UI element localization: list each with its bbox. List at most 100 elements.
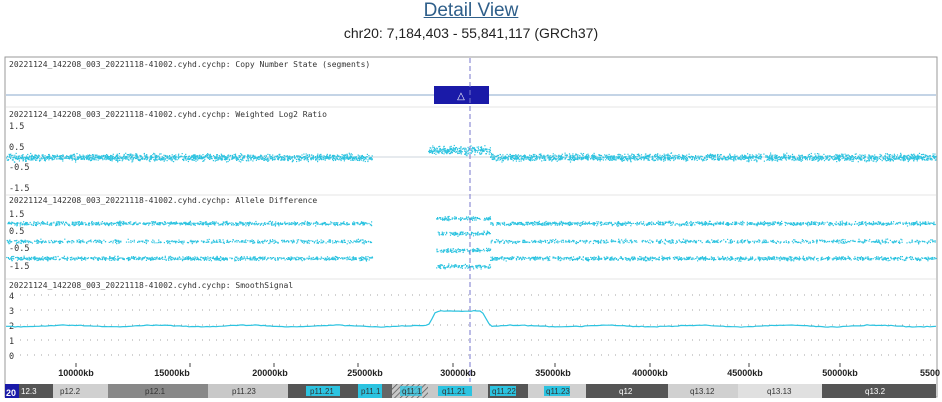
signal-point (860, 158, 862, 161)
signal-point (864, 154, 866, 156)
signal-point (465, 152, 467, 154)
signal-point (845, 159, 847, 161)
signal-point (55, 222, 57, 224)
signal-point (357, 221, 359, 224)
signal-point (231, 154, 233, 157)
signal-point (432, 147, 434, 149)
signal-point (77, 240, 79, 242)
signal-point (246, 222, 248, 224)
signal-point (702, 158, 704, 160)
signal-point (8, 156, 10, 158)
signal-point (50, 157, 52, 159)
signal-point (918, 157, 920, 159)
signal-point (198, 154, 201, 156)
signal-point (277, 242, 279, 244)
signal-point (180, 155, 182, 157)
signal-point (731, 156, 733, 159)
signal-point (88, 240, 90, 242)
signal-point (700, 158, 703, 160)
signal-point (219, 239, 221, 241)
signal-point (539, 157, 541, 159)
signal-point (291, 256, 293, 259)
signal-point (882, 158, 884, 160)
signal-point (94, 156, 96, 158)
signal-point (832, 158, 834, 160)
signal-point (490, 156, 492, 158)
signal-point (122, 159, 124, 161)
signal-point (6, 240, 8, 242)
signal-point (481, 147, 483, 149)
signal-point (258, 242, 260, 244)
signal-point (243, 241, 245, 243)
signal-point (154, 153, 156, 155)
signal-point (156, 223, 158, 225)
signal-point (306, 157, 308, 159)
signal-point (724, 157, 726, 159)
signal-point (850, 158, 852, 160)
signal-point (244, 222, 246, 224)
signal-point (67, 241, 69, 243)
signal-point (681, 154, 684, 156)
signal-point (825, 156, 827, 158)
detail-view-title[interactable]: Detail View (423, 0, 519, 21)
signal-point (488, 153, 490, 155)
signal-point (37, 257, 39, 259)
signal-point (55, 158, 57, 160)
signal-point (233, 224, 235, 226)
signal-point (794, 159, 796, 161)
signal-point (510, 158, 512, 160)
signal-point (305, 157, 307, 159)
signal-point (801, 158, 804, 160)
signal-point (284, 155, 286, 157)
signal-point (869, 156, 871, 158)
signal-point (808, 156, 810, 158)
copy-number-gain-segment[interactable] (434, 86, 489, 104)
signal-point (489, 150, 491, 152)
signal-point (476, 150, 478, 152)
signal-point (929, 158, 931, 160)
signal-point (24, 156, 26, 158)
signal-point (542, 155, 544, 157)
signal-point (6, 256, 8, 259)
signal-point (203, 240, 205, 242)
signal-point (220, 157, 222, 159)
signal-point (272, 240, 274, 242)
signal-point (340, 241, 342, 243)
signal-point (192, 240, 195, 242)
signal-point (782, 157, 784, 159)
signal-point (65, 156, 67, 158)
signal-point (80, 240, 82, 242)
signal-point (92, 224, 94, 226)
signal-point (441, 149, 443, 151)
signal-point (249, 240, 251, 242)
signal-point (905, 156, 908, 158)
signal-point (323, 222, 325, 224)
signal-point (335, 159, 337, 161)
signal-point (689, 156, 692, 158)
signal-point (187, 158, 189, 160)
signal-point (720, 154, 722, 156)
signal-point (128, 222, 131, 224)
signal-point (562, 158, 564, 160)
signal-point (310, 157, 312, 159)
signal-point (791, 159, 793, 161)
signal-point (301, 222, 303, 224)
signal-point (913, 153, 915, 155)
signal-point (232, 156, 234, 158)
signal-point (21, 156, 23, 158)
signal-point (284, 222, 286, 224)
signal-point (142, 240, 144, 242)
signal-point (118, 153, 120, 155)
signal-point (677, 155, 679, 157)
signal-point (219, 156, 221, 158)
signal-point (582, 158, 584, 160)
signal-point (49, 224, 51, 226)
signal-point (656, 155, 658, 157)
signal-point (667, 159, 669, 161)
signal-point (794, 158, 796, 160)
signal-point (222, 224, 224, 226)
signal-point (48, 242, 50, 244)
signal-point (152, 156, 154, 159)
signal-point (285, 223, 287, 225)
